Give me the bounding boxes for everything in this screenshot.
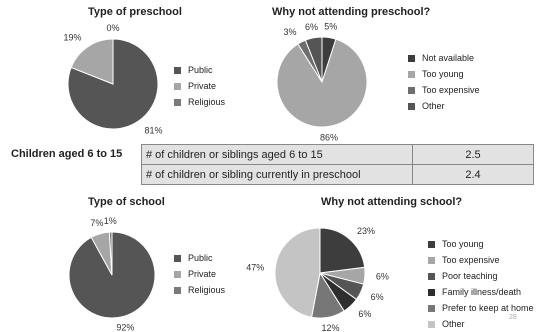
legend-label: Prefer to keep at home xyxy=(442,303,534,313)
pie-slice-not-available xyxy=(321,36,337,83)
legend-swatch xyxy=(428,320,435,328)
legend-why-not-attending-preschool: Not available Too young Too expensive Other xyxy=(408,50,480,114)
pie-slice-prefer-to-keep-at-home xyxy=(310,271,345,319)
slice-label-prefer-to-keep-at-home: 12% xyxy=(321,323,339,332)
legend-item-family-illness-death: Family illness/death xyxy=(428,284,534,300)
legend-label: Other xyxy=(442,319,465,329)
legend-item-public: Public xyxy=(174,62,225,78)
legend-swatch xyxy=(428,240,435,248)
legend-item-religious: Religious xyxy=(174,282,225,298)
pie-slice-other xyxy=(274,227,321,318)
table-row: # of children or siblings aged 6 to 15 2… xyxy=(141,144,534,165)
legend-item-private: Private xyxy=(174,78,225,94)
legend-swatch xyxy=(174,82,181,90)
legend-item-poor-teaching: Poor teaching xyxy=(428,268,534,284)
legend-swatch xyxy=(408,102,415,110)
legend-swatch xyxy=(174,66,181,74)
legend-swatch xyxy=(428,288,435,296)
pie-slice-public xyxy=(67,38,159,130)
table-cell-question: # of children or siblings aged 6 to 15 xyxy=(141,144,413,165)
legend-item-private: Private xyxy=(174,266,225,282)
slice-label-private: 7% xyxy=(90,218,103,228)
pie-slice-private xyxy=(70,38,114,85)
pie-slice-family-illness-death xyxy=(319,272,358,312)
legend-swatch xyxy=(428,272,435,280)
legend-item-too-expensive: Too expensive xyxy=(428,252,534,268)
slice-label-other: 6% xyxy=(305,22,318,32)
chart-title-why-not-attending-preschool: Why not attending preschool? xyxy=(272,6,431,18)
table-cell-value: 2.5 xyxy=(412,144,534,165)
legend-swatch xyxy=(408,54,415,62)
legend-label: Too expensive xyxy=(422,85,480,95)
slice-label-religious: 0% xyxy=(106,23,119,33)
slice-label-public: 92% xyxy=(116,322,134,332)
legend-item-too-young: Too young xyxy=(408,66,480,82)
slice-label-too-young: 23% xyxy=(357,226,375,236)
legend-type-of-school: Public Private Religious xyxy=(174,250,225,298)
legend-swatch xyxy=(428,256,435,264)
pie-slice-other xyxy=(304,36,323,83)
stats-table: # of children or siblings aged 6 to 15 2… xyxy=(141,144,534,185)
legend-label: Not available xyxy=(422,53,475,63)
slice-label-too-young: 86% xyxy=(320,133,338,143)
legend-label: Religious xyxy=(188,285,226,295)
legend-type-of-preschool: Public Private Religious xyxy=(174,62,225,110)
pie-slice-religious xyxy=(108,231,113,276)
slice-label-private: 19% xyxy=(64,33,82,43)
legend-item-prefer-to-keep-at-home: Prefer to keep at home xyxy=(428,300,534,316)
slice-label-religious: 1% xyxy=(104,216,117,226)
legend-item-public: Public xyxy=(174,250,225,266)
legend-label: Too expensive xyxy=(442,255,500,265)
chart-title-type-of-school: Type of school xyxy=(88,196,165,208)
legend-swatch xyxy=(428,304,435,312)
legend-item-religious: Religious xyxy=(174,94,225,110)
legend-label: Religious xyxy=(188,97,226,107)
pie-slice-too-young xyxy=(319,227,366,274)
slice-label-public: 81% xyxy=(144,125,162,135)
legend-label: Family illness/death xyxy=(442,287,522,297)
pie-slice-too-expensive xyxy=(319,266,366,285)
legend-label: Other xyxy=(422,101,445,111)
table-row: # of children or sibling currently in pr… xyxy=(141,164,534,185)
legend-item-other: Other xyxy=(428,316,534,332)
page-number: 28 xyxy=(509,314,517,321)
legend-swatch xyxy=(174,270,181,278)
pie-slice-poor-teaching xyxy=(319,272,365,301)
legend-why-not-attending-school: Too young Too expensive Poor teaching Famil… xyxy=(428,236,534,332)
legend-label: Private xyxy=(188,81,217,91)
slice-label-too-expensive: 6% xyxy=(376,272,389,282)
slice-label-poor-teaching: 6% xyxy=(371,292,384,302)
pie-slice-too-expensive xyxy=(297,39,323,83)
legend-item-other: Other xyxy=(408,98,480,114)
legend-swatch xyxy=(174,254,181,262)
legend-item-too-young: Too young xyxy=(428,236,534,252)
table-cell-value: 2.4 xyxy=(412,164,534,185)
legend-label: Private xyxy=(188,269,217,279)
legend-item-not-available: Not available xyxy=(408,50,480,66)
legend-swatch xyxy=(408,86,415,94)
section-label-children-aged-6-to-15: Children aged 6 to 15 xyxy=(11,148,123,160)
legend-label: Too young xyxy=(422,69,464,79)
legend-item-too-expensive: Too expensive xyxy=(408,82,480,98)
legend-label: Public xyxy=(188,65,213,75)
slice-label-family-illness-death: 6% xyxy=(358,309,371,319)
pie-slice-too-young xyxy=(276,38,368,128)
chart-title-type-of-preschool: Type of preschool xyxy=(88,6,182,18)
chart-title-why-not-attending-school: Why not attending school? xyxy=(321,196,463,208)
slice-label-not-available: 5% xyxy=(324,22,337,32)
legend-label: Poor teaching xyxy=(442,271,498,281)
pie-slice-public xyxy=(68,231,156,319)
legend-swatch xyxy=(174,286,181,294)
legend-label: Public xyxy=(188,253,213,263)
slice-label-too-expensive: 3% xyxy=(284,27,297,37)
slice-label-other: 47% xyxy=(246,263,264,273)
legend-label: Too young xyxy=(442,239,484,249)
pie-slice-private xyxy=(90,231,113,276)
legend-swatch xyxy=(408,70,415,78)
table-cell-question: # of children or sibling currently in pr… xyxy=(141,164,413,185)
legend-swatch xyxy=(174,98,181,106)
